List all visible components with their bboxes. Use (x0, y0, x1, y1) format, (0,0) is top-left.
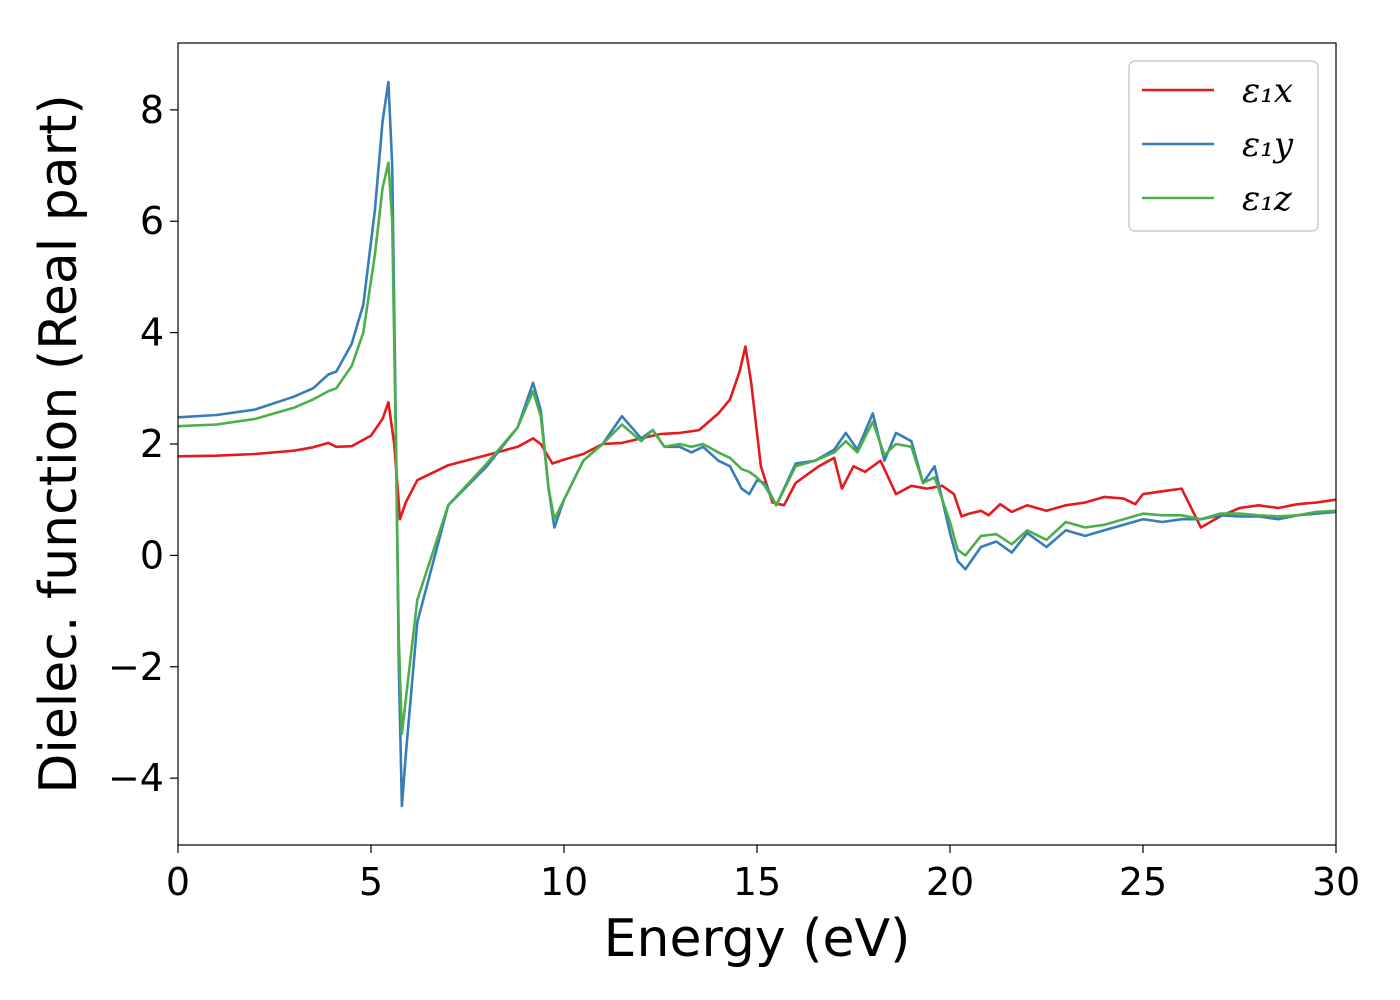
legend-label-0: ε₁x (1242, 71, 1293, 111)
series-layer (178, 80, 1336, 808)
legend-label-1: ε₁y (1242, 125, 1294, 165)
x-tick-label: 25 (1119, 860, 1167, 904)
y-tick-label: 2 (140, 422, 164, 466)
x-tick-label: 30 (1312, 860, 1360, 904)
y-tick-label: −2 (108, 645, 164, 689)
y-tick-label: 6 (140, 199, 164, 243)
y-axis-label: Dielec. function (Real part) (29, 94, 89, 793)
y-axis-ticks: −4 −2 0 2 4 6 8 (108, 88, 178, 800)
x-tick-label: 0 (166, 860, 190, 904)
x-tick-label: 10 (540, 860, 588, 904)
y-tick-label: 8 (140, 88, 164, 132)
legend: ε₁x ε₁y ε₁z (1128, 60, 1319, 232)
legend-frame (1128, 60, 1319, 232)
x-tick-label: 5 (359, 860, 383, 904)
legend-label-2: ε₁z (1242, 179, 1293, 219)
series-line-2 (178, 161, 1336, 735)
x-tick-label: 20 (926, 860, 974, 904)
x-axis-label: Energy (eV) (604, 909, 911, 969)
x-tick-label: 15 (733, 860, 781, 904)
y-tick-label: 4 (140, 311, 164, 355)
y-tick-label: −4 (108, 756, 164, 800)
x-axis-ticks: 0 5 10 15 20 25 30 (166, 845, 1360, 904)
y-tick-label: 0 (140, 533, 164, 577)
series-line-0 (178, 345, 1336, 529)
